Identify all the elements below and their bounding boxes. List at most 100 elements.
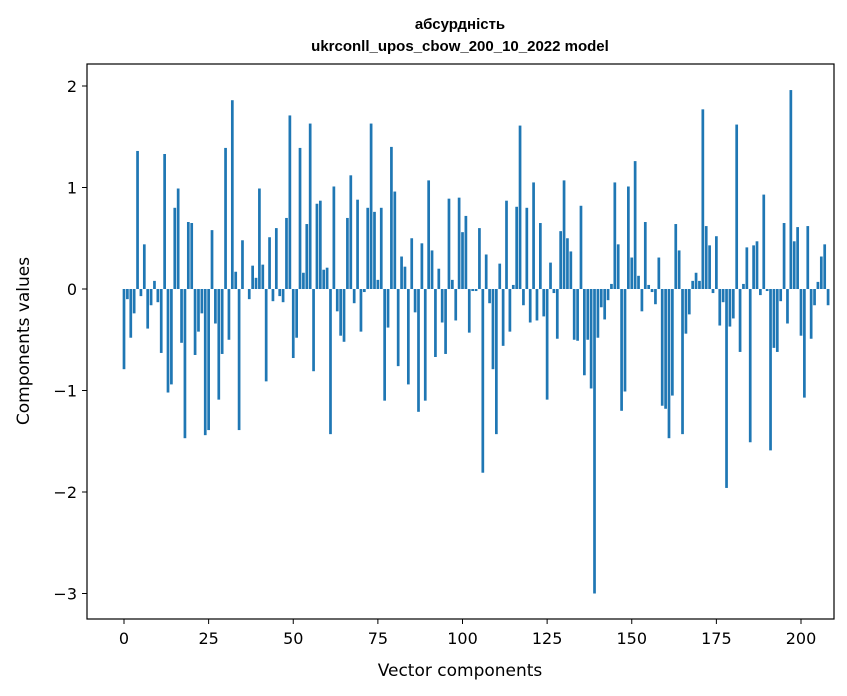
bar-31 xyxy=(227,289,231,340)
x-axis-ticks: 0 25 50 75 100 125 150 175 200 xyxy=(119,619,816,648)
bar-74 xyxy=(373,211,376,289)
bar-101 xyxy=(464,215,468,289)
bar-174 xyxy=(711,289,715,294)
bar-79 xyxy=(390,146,393,289)
bar-26 xyxy=(210,230,214,289)
bar-190 xyxy=(765,289,769,292)
bar-128 xyxy=(555,289,559,339)
bar-21 xyxy=(193,289,197,355)
bar-64 xyxy=(339,289,342,336)
bar-20 xyxy=(190,223,194,289)
bars-group xyxy=(122,90,830,594)
y-tick-label: −2 xyxy=(53,483,77,502)
bar-120 xyxy=(528,289,532,323)
bar-65 xyxy=(342,289,346,342)
bar-137 xyxy=(586,289,590,340)
bar-178 xyxy=(725,289,728,488)
bar-207 xyxy=(823,244,827,289)
x-tick-label: 175 xyxy=(701,629,732,648)
bar-81 xyxy=(396,289,400,367)
bar-72 xyxy=(366,207,370,289)
bar-29 xyxy=(220,289,224,354)
bar-205 xyxy=(816,281,820,289)
y-tick-label: 2 xyxy=(67,77,77,96)
bar-60 xyxy=(325,267,329,289)
bar-73 xyxy=(369,123,373,289)
x-tick-label: 200 xyxy=(786,629,817,648)
bar-37 xyxy=(247,289,251,300)
bar-162 xyxy=(671,289,674,396)
y-axis-label: Components values xyxy=(14,257,34,425)
bar-164 xyxy=(677,250,681,289)
bar-151 xyxy=(633,161,637,289)
bar-23 xyxy=(200,289,204,314)
bar-102 xyxy=(467,289,471,333)
bar-14 xyxy=(170,289,173,385)
bar-75 xyxy=(376,279,380,289)
bar-68 xyxy=(352,289,356,304)
bar-186 xyxy=(752,245,755,289)
bar-117 xyxy=(518,125,522,289)
bar-157 xyxy=(654,289,657,305)
bar-203 xyxy=(809,289,813,339)
bar-6 xyxy=(142,244,146,289)
bar-139 xyxy=(593,289,596,594)
bar-111 xyxy=(498,263,502,290)
bar-92 xyxy=(434,289,437,357)
bar-115 xyxy=(511,284,515,289)
bar-191 xyxy=(769,289,772,451)
bar-126 xyxy=(549,262,552,289)
bar-135 xyxy=(579,205,583,289)
bar-184 xyxy=(745,247,749,289)
bar-172 xyxy=(704,226,708,289)
bar-32 xyxy=(230,100,234,290)
bar-127 xyxy=(552,289,556,294)
x-axis-label: Vector components xyxy=(378,661,543,681)
bar-0 xyxy=(122,289,126,370)
bar-142 xyxy=(603,289,607,320)
bar-77 xyxy=(383,289,386,401)
bar-54 xyxy=(305,224,309,289)
bar-155 xyxy=(647,284,651,289)
bar-56 xyxy=(312,289,315,372)
bar-50 xyxy=(291,289,295,359)
bar-13 xyxy=(166,289,170,393)
bar-168 xyxy=(691,280,695,289)
bar-4 xyxy=(136,150,139,289)
bar-47 xyxy=(281,289,285,303)
bar-113 xyxy=(505,200,508,289)
chart-subtitle: ukrconll_upos_cbow_200_10_2022 model xyxy=(311,38,609,55)
bar-133 xyxy=(572,289,576,340)
bar-160 xyxy=(664,289,667,409)
bar-122 xyxy=(535,289,539,321)
bar-107 xyxy=(484,254,488,289)
bar-59 xyxy=(322,269,326,289)
bar-123 xyxy=(539,223,542,289)
bar-1 xyxy=(126,289,129,300)
bar-187 xyxy=(755,241,759,289)
bar-44 xyxy=(271,289,275,302)
bar-138 xyxy=(589,289,593,389)
bar-206 xyxy=(819,256,823,289)
bar-46 xyxy=(278,289,282,297)
bar-3 xyxy=(132,289,136,314)
bar-58 xyxy=(318,200,322,289)
bar-185 xyxy=(748,289,752,443)
bar-84 xyxy=(406,289,410,385)
bar-100 xyxy=(461,232,464,289)
bar-170 xyxy=(698,280,701,289)
bar-45 xyxy=(274,228,278,289)
bar-153 xyxy=(640,289,644,312)
bar-2 xyxy=(129,289,133,338)
bar-10 xyxy=(156,289,160,303)
y-tick-label: 0 xyxy=(67,280,77,299)
bar-97 xyxy=(450,279,454,289)
plot-frame xyxy=(86,63,835,620)
bar-121 xyxy=(532,182,535,289)
bar-195 xyxy=(782,223,786,289)
bar-198 xyxy=(792,241,796,289)
bar-70 xyxy=(359,289,363,332)
bar-192 xyxy=(772,289,776,348)
bar-8 xyxy=(149,289,153,306)
